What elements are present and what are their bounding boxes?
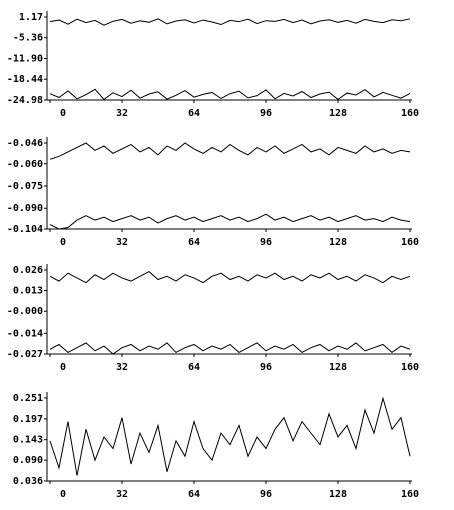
y-tick-label: -24.98 xyxy=(7,95,43,106)
y-tick-label: 0.026 xyxy=(13,265,43,276)
series-line xyxy=(49,342,411,355)
y-tick-label: 0.036 xyxy=(13,476,43,487)
x-tick-label: 32 xyxy=(116,362,128,373)
x-tick-label: 128 xyxy=(329,237,347,248)
y-tick-label: 0.251 xyxy=(13,393,43,404)
y-tick-label: 0.090 xyxy=(13,455,43,466)
x-tick-label: 160 xyxy=(401,362,419,373)
series-line xyxy=(49,213,411,230)
x-tick-label: 128 xyxy=(329,108,347,119)
series-line xyxy=(49,88,411,101)
x-tick-label: 0 xyxy=(60,489,66,500)
x-tick-label: 96 xyxy=(260,362,272,373)
y-tick-label: -0.027 xyxy=(7,349,43,360)
x-tick-label: 160 xyxy=(401,237,419,248)
y-tick-label: 1.17 xyxy=(19,12,43,23)
x-tick-label: 160 xyxy=(401,108,419,119)
series-line xyxy=(49,18,411,26)
y-tick-label: -5.36 xyxy=(13,33,43,44)
x-tick-label: 64 xyxy=(188,489,200,500)
x-tick-label: 64 xyxy=(188,237,200,248)
x-tick-label: 0 xyxy=(60,108,66,119)
series-line xyxy=(49,396,411,476)
y-tick-label: 0.143 xyxy=(13,435,43,446)
x-tick-label: 128 xyxy=(329,362,347,373)
x-tick-label: 64 xyxy=(188,362,200,373)
series-line xyxy=(49,142,411,160)
y-tick-label: -0.060 xyxy=(7,159,43,170)
x-tick-label: 160 xyxy=(401,489,419,500)
x-tick-label: 32 xyxy=(116,237,128,248)
y-tick-label: 0.013 xyxy=(13,286,43,297)
x-tick-label: 32 xyxy=(116,489,128,500)
y-tick-label: -0.075 xyxy=(7,181,43,192)
y-tick-label: -18.44 xyxy=(7,74,43,85)
y-tick-label: -0.000 xyxy=(7,306,43,317)
y-tick-label: -0.090 xyxy=(7,203,43,214)
y-tick-label: -0.046 xyxy=(7,138,43,149)
x-tick-label: 0 xyxy=(60,237,66,248)
x-tick-label: 96 xyxy=(260,489,272,500)
x-tick-label: 64 xyxy=(188,108,200,119)
x-tick-label: 0 xyxy=(60,362,66,373)
y-tick-label: 0.197 xyxy=(13,414,43,425)
series-line xyxy=(49,270,411,284)
y-tick-label: -0.014 xyxy=(7,328,43,339)
y-tick-label: -11.90 xyxy=(7,53,43,64)
x-tick-label: 128 xyxy=(329,489,347,500)
x-tick-label: 96 xyxy=(260,108,272,119)
x-tick-label: 96 xyxy=(260,237,272,248)
x-tick-label: 32 xyxy=(116,108,128,119)
y-tick-label: -0.104 xyxy=(7,224,43,235)
